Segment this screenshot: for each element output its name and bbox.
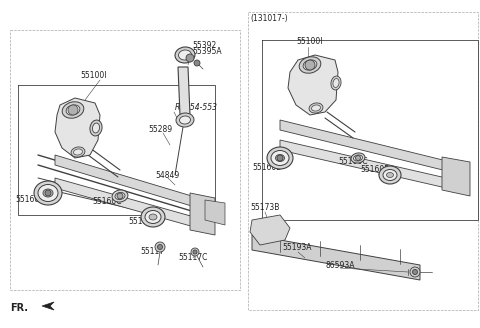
Circle shape — [117, 193, 123, 199]
Text: 55173B: 55173B — [250, 203, 279, 213]
Ellipse shape — [303, 60, 317, 70]
Ellipse shape — [145, 211, 161, 223]
Text: (131017-): (131017-) — [250, 13, 288, 23]
Ellipse shape — [276, 154, 285, 161]
Text: 55100l: 55100l — [296, 37, 323, 47]
Polygon shape — [250, 215, 290, 245]
Ellipse shape — [354, 155, 362, 161]
Ellipse shape — [179, 50, 192, 60]
Ellipse shape — [331, 76, 341, 90]
Ellipse shape — [176, 113, 194, 127]
Ellipse shape — [386, 173, 394, 177]
Circle shape — [191, 248, 199, 256]
Text: 55193A: 55193A — [282, 243, 312, 253]
Ellipse shape — [62, 102, 84, 118]
Ellipse shape — [38, 184, 58, 201]
Ellipse shape — [333, 78, 339, 88]
Circle shape — [410, 267, 420, 277]
Text: 55100l: 55100l — [80, 71, 107, 79]
Ellipse shape — [175, 47, 195, 63]
Ellipse shape — [267, 147, 293, 169]
Ellipse shape — [351, 153, 365, 163]
Ellipse shape — [383, 170, 397, 180]
Text: 55289: 55289 — [148, 126, 172, 134]
Text: 55160C: 55160C — [92, 197, 121, 207]
Circle shape — [277, 155, 283, 161]
Circle shape — [186, 54, 194, 62]
Polygon shape — [55, 98, 100, 158]
Ellipse shape — [90, 120, 102, 136]
Text: 55160C: 55160C — [338, 157, 368, 167]
Ellipse shape — [71, 147, 85, 157]
Circle shape — [45, 190, 51, 196]
Text: 55395A: 55395A — [192, 48, 222, 56]
Ellipse shape — [309, 103, 323, 113]
Text: 55160B: 55160B — [128, 217, 157, 227]
Polygon shape — [42, 302, 54, 310]
Text: 55117C: 55117C — [178, 254, 207, 262]
Ellipse shape — [73, 149, 83, 155]
Text: REF.54-553: REF.54-553 — [175, 104, 218, 113]
Polygon shape — [280, 120, 455, 173]
Circle shape — [194, 60, 200, 66]
Polygon shape — [288, 55, 338, 115]
Polygon shape — [55, 178, 205, 230]
Text: 55160B: 55160B — [15, 195, 44, 204]
Ellipse shape — [34, 181, 62, 205]
Ellipse shape — [149, 214, 157, 220]
Polygon shape — [205, 200, 225, 225]
Text: 54849: 54849 — [155, 171, 179, 179]
Circle shape — [157, 244, 163, 250]
Text: 86593A: 86593A — [325, 260, 355, 270]
Ellipse shape — [271, 151, 289, 166]
Ellipse shape — [180, 116, 191, 124]
Ellipse shape — [43, 189, 53, 197]
Text: FR.: FR. — [10, 303, 28, 313]
Circle shape — [68, 105, 78, 115]
Ellipse shape — [379, 166, 401, 184]
Circle shape — [305, 60, 315, 70]
Circle shape — [412, 270, 418, 275]
Circle shape — [193, 250, 197, 254]
Circle shape — [356, 155, 360, 160]
Ellipse shape — [141, 207, 165, 227]
Text: 55160B: 55160B — [252, 163, 281, 173]
Ellipse shape — [93, 123, 99, 133]
Polygon shape — [178, 67, 190, 115]
Ellipse shape — [112, 190, 128, 202]
Text: 55160B: 55160B — [360, 166, 389, 174]
Polygon shape — [442, 157, 470, 196]
Ellipse shape — [66, 105, 80, 115]
Polygon shape — [280, 140, 455, 190]
Ellipse shape — [115, 193, 125, 199]
Polygon shape — [55, 155, 205, 210]
Circle shape — [155, 242, 165, 252]
Polygon shape — [190, 193, 215, 235]
Ellipse shape — [299, 57, 321, 73]
Text: 55392: 55392 — [192, 40, 216, 50]
Polygon shape — [252, 235, 420, 280]
Text: 55117: 55117 — [140, 248, 164, 256]
Ellipse shape — [312, 105, 321, 111]
